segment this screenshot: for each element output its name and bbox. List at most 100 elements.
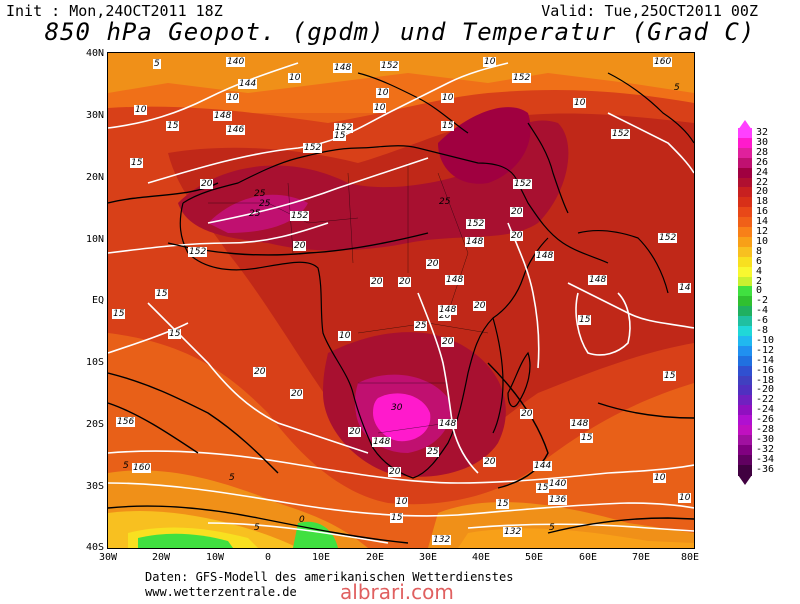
contour-label: 148 [213, 111, 233, 121]
temperature-field [108, 53, 694, 548]
contour-label: 20 [388, 467, 402, 477]
contour-label: 10 [373, 103, 387, 113]
contour-label: 15 [496, 499, 510, 509]
legend-value: 4 [756, 265, 763, 277]
contour-label: 5 [549, 523, 555, 533]
contour-label: 20 [293, 241, 307, 251]
contour-label: 148 [333, 63, 353, 73]
legend-swatch [738, 415, 752, 427]
legend-swatch [738, 326, 752, 337]
contour-label: 132 [503, 527, 523, 537]
contour-label: 140 [548, 479, 568, 489]
legend-value: 22 [756, 176, 769, 188]
legend-swatch [738, 147, 752, 159]
contour-label: 20 [483, 457, 497, 467]
lat-label: 30S [85, 481, 104, 492]
legend-bottom-arrow [738, 475, 752, 485]
legend-value: -36 [756, 463, 775, 475]
legend-top-arrow [738, 120, 752, 130]
legend-swatch [738, 434, 752, 446]
contour-label: 160 [132, 463, 152, 473]
legend-value: -22 [756, 394, 775, 406]
contour-label: 152 [658, 233, 678, 243]
contour-label: 15 [155, 289, 169, 299]
legend-swatch [738, 276, 752, 288]
contour-label: 15 [441, 121, 455, 131]
contour-label: 148 [570, 419, 590, 429]
legend-value: 10 [756, 235, 769, 247]
contour-label: 25 [249, 209, 261, 219]
legend-value: -16 [756, 364, 775, 376]
contour-label: 15 [390, 513, 404, 523]
contour-label: 20 [200, 179, 214, 189]
contour-label: 10 [288, 73, 302, 83]
contour-label: 132 [432, 535, 452, 545]
legend-swatch [738, 365, 752, 377]
contour-label: 146 [226, 125, 246, 135]
legend-value: -18 [756, 374, 775, 386]
contour-label: 152 [290, 211, 310, 221]
legend-value: -10 [756, 334, 775, 346]
lon-label: 10W [205, 552, 225, 563]
map-title: 850 hPa Geopot. (gpdm) und Temperatur (G… [44, 18, 756, 46]
legend-value: -32 [756, 443, 775, 455]
lon-label: 20E [365, 552, 385, 563]
contour-label: 10 [134, 105, 148, 115]
contour-label: 14 [678, 283, 692, 293]
lon-label: 20W [151, 552, 171, 563]
contour-label: 20 [426, 259, 440, 269]
contour-label: 156 [116, 417, 136, 427]
contour-label: 30 [391, 403, 403, 413]
contour-label: 25 [259, 199, 271, 209]
contour-label: 20 [253, 367, 267, 377]
contour-label: 10 [395, 497, 409, 507]
contour-label: 10 [678, 493, 692, 503]
legend-swatch [738, 444, 752, 456]
contour-label: 20 [290, 389, 304, 399]
contour-label: 148 [535, 251, 555, 261]
contour-label: 152 [334, 123, 354, 133]
data-source: Daten: GFS-Modell des amerikanischen Wet… [145, 570, 514, 584]
contour-label: 136 [548, 495, 568, 505]
legend-swatch [738, 177, 752, 189]
contour-label: 5 [123, 461, 129, 471]
contour-label: 15 [166, 121, 180, 131]
legend-value: -28 [756, 424, 775, 435]
legend-value: 24 [756, 166, 769, 178]
contour-label: 20 [473, 301, 487, 311]
contour-label: 140 [226, 57, 246, 67]
contour-label: 15 [536, 483, 550, 493]
lat-label: 20N [85, 172, 104, 183]
legend-swatch [738, 306, 752, 318]
legend-swatch [738, 167, 752, 179]
legend-value: 6 [756, 255, 763, 267]
lat-label: 40N [85, 48, 104, 59]
legend-value: 30 [756, 136, 769, 148]
lat-label: EQ [91, 295, 104, 306]
legend-swatch [738, 197, 752, 209]
legend-swatch [738, 187, 752, 199]
legend-swatch [738, 286, 752, 298]
contour-label: 20 [348, 427, 362, 437]
contour-label: 152 [513, 179, 533, 189]
legend-value: 26 [756, 156, 769, 168]
contour-label: 144 [533, 461, 553, 471]
contour-label: 152 [303, 143, 323, 153]
legend-swatch [738, 316, 752, 328]
contour-label: 5 [153, 59, 161, 69]
contour-label: 20 [370, 277, 384, 287]
contour-label: 15 [580, 433, 594, 443]
legend-value: 16 [756, 206, 769, 218]
weather-map: 5 140 10 148 152 10 160 152 144 10 10 10… [107, 52, 695, 549]
legend-value: 8 [756, 245, 763, 257]
legend-value: -12 [756, 344, 775, 356]
watermark: albrari.com [340, 580, 454, 604]
lat-label: 30N [85, 110, 104, 121]
contour-label: 148 [438, 305, 458, 315]
legend-value: -8 [756, 325, 769, 336]
contour-label: 15 [112, 309, 126, 319]
legend-value: -6 [756, 315, 769, 327]
contour-label: 152 [512, 73, 532, 83]
legend-swatch [738, 385, 752, 397]
contour-label: 10 [376, 88, 390, 98]
